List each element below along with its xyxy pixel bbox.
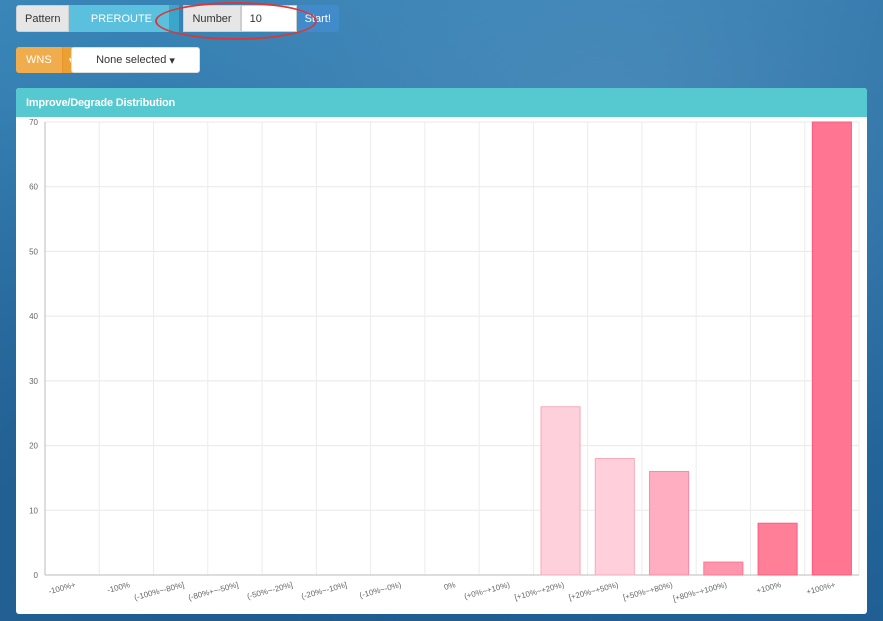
- y-tick-label: 20: [29, 442, 38, 451]
- bar-12[interactable]: [703, 561, 744, 576]
- number-input[interactable]: [240, 5, 297, 32]
- x-tick-label: [+80%~+100%): [672, 580, 728, 603]
- x-tick-label: +100%: [756, 580, 783, 595]
- bar-14[interactable]: [811, 121, 852, 576]
- y-tick-label: 0: [34, 571, 39, 580]
- bar-9[interactable]: [540, 406, 581, 576]
- number-label: Number: [183, 5, 241, 32]
- x-tick-label: -100%+: [47, 580, 76, 596]
- metric-button-group: WNS ▼: [16, 47, 80, 73]
- start-button[interactable]: Start!: [296, 5, 339, 32]
- x-tick-label: [+10%~+20%): [514, 580, 566, 602]
- x-tick-label: (-80%+~-50%]: [187, 580, 239, 602]
- panel-title: Improve/Degrade Distribution: [16, 88, 867, 117]
- pattern-caret-icon[interactable]: [169, 5, 180, 32]
- caret-down-icon: ▾: [169, 54, 175, 67]
- y-tick-label: 10: [29, 506, 38, 515]
- multiselect-dropdown[interactable]: None selected ▾: [71, 47, 200, 73]
- pattern-select-button[interactable]: PREROUTE: [69, 5, 180, 32]
- distribution-panel: Improve/Degrade Distribution 0 10 20 30 40 50…: [16, 88, 867, 614]
- x-tick-label: [+20%~+50%): [568, 580, 620, 602]
- x-tick-label: -100%: [106, 580, 131, 595]
- x-tick-label: [+50%~+80%): [622, 580, 674, 602]
- x-tick-label: +100%+: [805, 580, 836, 596]
- pattern-value: PREROUTE: [90, 12, 153, 25]
- y-tick-label: 70: [29, 118, 38, 127]
- x-tick-label: 0%: [443, 580, 456, 592]
- bar-11[interactable]: [649, 470, 690, 576]
- x-tick-label: (-100%~-80%]: [133, 580, 185, 602]
- x-tick-label: (-20%~-10%]: [300, 580, 348, 601]
- metric-button[interactable]: WNS: [16, 47, 62, 73]
- pattern-label: Pattern: [16, 5, 70, 32]
- y-tick-label: 30: [29, 377, 38, 386]
- x-tick-label: (-50%~-20%]: [246, 580, 294, 601]
- bar-10[interactable]: [594, 458, 635, 576]
- pattern-toolbar: Pattern PREROUTE Number Start!: [16, 5, 339, 32]
- y-tick-label: 60: [29, 183, 38, 192]
- bar-13[interactable]: [757, 522, 798, 576]
- x-tick-label: (+0%~+10%): [463, 580, 511, 601]
- y-tick-label: 50: [29, 247, 38, 256]
- y-tick-label: 40: [29, 312, 38, 321]
- multiselect-label: None selected: [96, 54, 167, 66]
- x-tick-label: (-10%~-0%): [358, 580, 402, 600]
